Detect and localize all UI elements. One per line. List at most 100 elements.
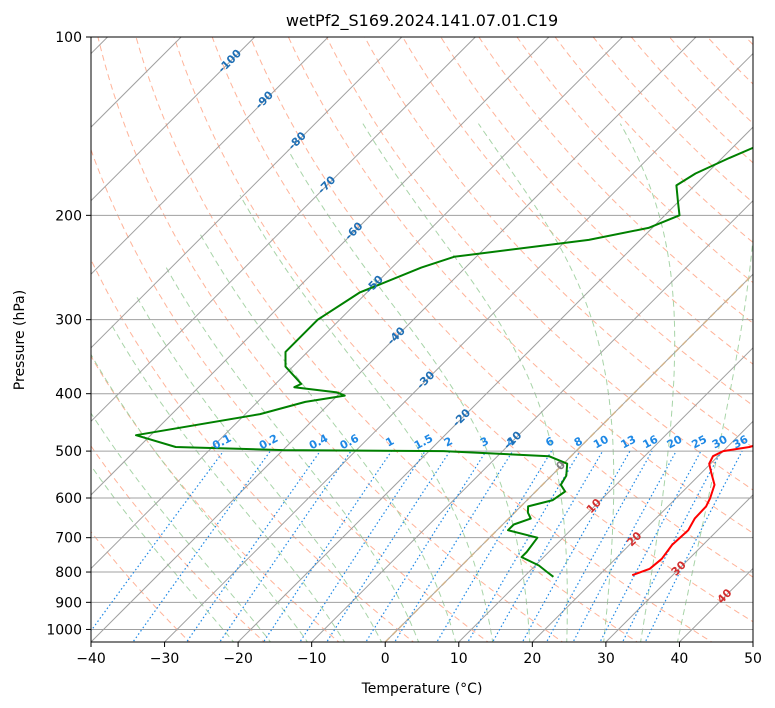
isotherm-line <box>311 199 753 642</box>
mixing-ratio-label: 1 <box>383 434 396 449</box>
mixing-ratio-line <box>132 450 271 642</box>
mixing-ratio-line <box>572 450 677 642</box>
x-tick-label: 0 <box>381 651 390 667</box>
mixing-ratio-label: 8 <box>572 434 585 449</box>
moist-adiabat <box>676 123 753 642</box>
dry-adiabat <box>402 37 753 407</box>
mixing-ratio-label: 25 <box>689 433 709 452</box>
isotherm-line <box>91 37 476 423</box>
mixing-ratio-line <box>644 450 743 642</box>
isotherm-line <box>164 52 753 642</box>
isotherm-line <box>91 37 623 570</box>
isotherm-line <box>458 347 753 642</box>
mixing-ratio-label: 1.5 <box>412 432 435 453</box>
mixing-ratio-line <box>621 450 722 642</box>
y-tick-label: 200 <box>55 208 82 224</box>
mixing-ratio-label: 13 <box>619 433 639 452</box>
y-tick-label: 400 <box>55 387 82 403</box>
mixing-ratio-label: 30 <box>710 433 730 452</box>
x-tick-label: 50 <box>744 651 762 667</box>
plot-frame <box>90 36 754 643</box>
dry-adiabat <box>91 445 265 642</box>
dry-adiabat <box>135 37 639 642</box>
x-tick-label: −40 <box>76 651 106 667</box>
y-tick-label: 500 <box>55 444 82 460</box>
moist-adiabat <box>165 267 420 642</box>
isotherm-label: -100 <box>215 47 244 76</box>
isotherm-line <box>91 37 550 496</box>
y-tick-label: 800 <box>55 565 82 581</box>
mixing-ratio-line <box>262 450 392 642</box>
y-axis-label: Pressure (hPa) <box>12 290 28 390</box>
mixing-ratio-line <box>325 450 451 642</box>
moist-adiabat <box>110 323 346 642</box>
dry-adiabat <box>364 37 753 449</box>
temperature-profile-line <box>631 444 753 577</box>
moist-adiabat <box>91 412 272 642</box>
dry-adiabat <box>771 24 775 645</box>
y-tick-label: 600 <box>55 491 82 507</box>
x-tick-label: 40 <box>671 651 689 667</box>
isotherm-line <box>752 641 753 642</box>
x-tick-label: 20 <box>523 651 541 667</box>
dry-adiabat <box>706 37 753 85</box>
mixing-ratio-label: 3 <box>478 434 491 449</box>
moist-adiabat <box>362 123 568 642</box>
x-tick-label: −20 <box>223 651 253 667</box>
isotherm-line <box>531 420 753 642</box>
mixing-ratio-label: 36 <box>731 433 751 452</box>
y-tick-label: 1000 <box>46 622 82 638</box>
mixing-ratio-label: 16 <box>641 433 661 452</box>
y-tick-label: 100 <box>55 30 82 46</box>
dry-adiabat <box>668 37 753 125</box>
isotherm-label: -60 <box>342 219 365 242</box>
sounding-profiles <box>135 146 753 578</box>
y-tick-label: 900 <box>55 595 82 611</box>
y-tick-label: 300 <box>55 313 82 329</box>
dry-adiabat <box>440 37 753 365</box>
moist-adiabat <box>287 149 531 642</box>
mixing-ratio-line <box>436 450 553 642</box>
isotherm-line <box>679 567 753 642</box>
mixing-ratio-line <box>599 450 702 642</box>
mixing-ratio-line <box>185 450 321 642</box>
mixing-ratio-label: 2 <box>442 434 455 449</box>
isotherm-line <box>91 37 403 349</box>
x-tick-label: −30 <box>150 651 180 667</box>
isotherm-line <box>91 37 329 275</box>
mixing-ratio-line <box>299 450 426 642</box>
dry-adiabat <box>516 37 753 284</box>
mixing-ratio-line <box>467 450 581 642</box>
mixing-ratio-label: 20 <box>665 433 685 452</box>
axis-ticks: −40 −30 −20 −10 0 10 20 30 40 50 1000 900 800 700 600 5… <box>46 30 762 667</box>
mixing-ratio-label: 10 <box>591 433 611 452</box>
y-tick-label: 700 <box>55 531 82 547</box>
x-tick-label: 30 <box>597 651 615 667</box>
isotherm-label: -20 <box>450 406 473 429</box>
isotherm-line <box>91 37 256 202</box>
isotherm-label: 10 <box>584 496 604 516</box>
moist-adiabat <box>239 195 494 642</box>
isotherm-line <box>91 37 697 642</box>
mixing-ratio-line <box>394 450 514 642</box>
x-tick-label: −10 <box>297 651 327 667</box>
isotherm-label: -90 <box>253 88 276 111</box>
mixing-ratio-line <box>91 450 224 632</box>
mixing-ratio-label: 6 <box>543 434 556 449</box>
dry-adiabat <box>630 37 753 164</box>
line-labels: 0.1 0.2 0.4 0.6 1 1.5 2 3 4 6 8 10 13 16 20 25 30 36-100-… <box>210 47 750 607</box>
isotherm-line <box>605 494 753 642</box>
dry-adiabat <box>91 148 489 642</box>
moist-adiabat <box>199 233 457 642</box>
dry-adiabat <box>325 37 753 491</box>
dry-adiabat <box>91 258 415 642</box>
mixing-ratio-line <box>219 450 352 642</box>
mixing-ratio-label: 0.4 <box>307 432 331 453</box>
moist-adiabat <box>136 297 383 642</box>
moist-adiabat <box>477 123 615 642</box>
dry-adiabat <box>287 37 753 534</box>
background-lines <box>91 24 775 645</box>
isotherm-label: -50 <box>363 273 386 296</box>
chart-title: wetPf2_S169.2024.141.07.01.C19 <box>286 11 558 31</box>
dry-adiabat <box>744 37 753 46</box>
